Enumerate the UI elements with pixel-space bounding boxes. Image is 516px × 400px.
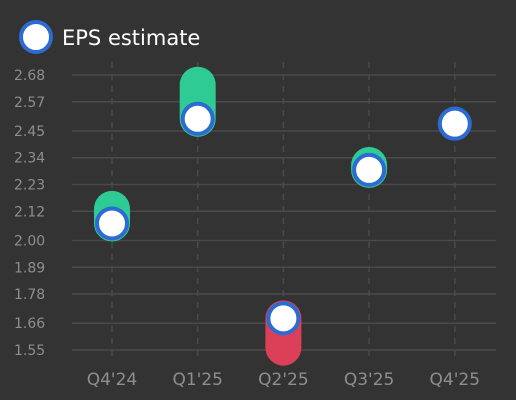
x-category-label: Q4'24 (87, 370, 138, 390)
y-tick-label: 2.68 (14, 68, 45, 84)
y-tick-label: 1.66 (14, 316, 45, 332)
y-tick-label: 1.89 (14, 260, 45, 276)
y-tick-label: 2.12 (14, 204, 45, 220)
y-tick-label: 2.00 (14, 233, 45, 249)
y-tick-label: 2.45 (14, 124, 45, 140)
x-category-label: Q3'25 (344, 370, 395, 390)
x-axis-category-labels: Q4'24 Q1'25 Q2'25 Q3'25 Q4'25 (87, 370, 480, 390)
estimate-marker (266, 301, 301, 336)
x-category-label: Q1'25 (172, 370, 223, 390)
x-category-label: Q4'25 (430, 370, 481, 390)
estimate-markers (95, 101, 472, 336)
legend-label: EPS estimate (62, 26, 200, 50)
y-tick-label: 1.55 (14, 343, 45, 359)
y-axis-tick-labels: 2.68 2.57 2.45 2.34 2.23 2.12 2.00 1.89 1.78 1.66… (14, 68, 45, 359)
surprise-bars (94, 66, 388, 366)
chart-legend: EPS estimate (19, 20, 200, 54)
y-tick-label: 2.23 (14, 178, 45, 194)
estimate-marker (180, 101, 215, 136)
estimate-marker (437, 106, 472, 141)
y-tick-label: 1.78 (14, 287, 45, 303)
estimate-marker (352, 152, 387, 187)
legend-marker (19, 20, 53, 54)
y-tick-label: 2.57 (14, 95, 45, 111)
y-tick-label: 2.34 (14, 151, 45, 167)
x-category-label: Q2'25 (258, 370, 309, 390)
estimate-marker (95, 206, 129, 241)
